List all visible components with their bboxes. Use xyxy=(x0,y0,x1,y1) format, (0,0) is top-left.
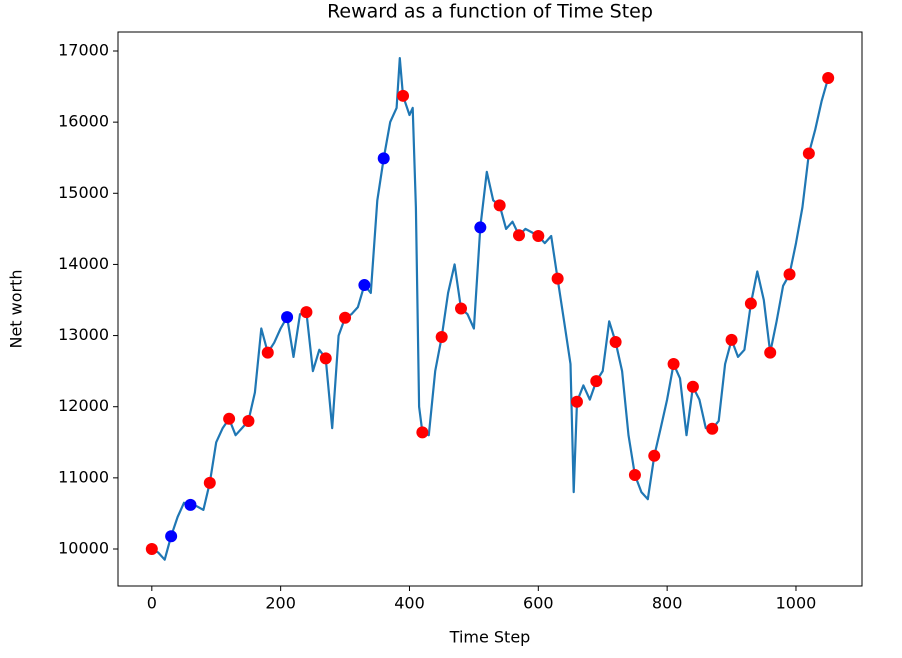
point xyxy=(667,358,680,371)
x-tick-label: 600 xyxy=(523,594,554,613)
point xyxy=(145,543,158,556)
point xyxy=(802,147,815,160)
point xyxy=(435,330,448,343)
point xyxy=(455,302,468,315)
point xyxy=(397,89,410,102)
point xyxy=(377,152,390,165)
point xyxy=(281,311,294,324)
x-tick-label: 200 xyxy=(265,594,296,613)
point xyxy=(358,279,371,292)
point xyxy=(512,229,525,242)
y-tick-label: 14000 xyxy=(58,254,109,273)
y-tick-label: 17000 xyxy=(58,40,109,59)
x-tick-label: 1000 xyxy=(776,594,817,613)
y-tick-label: 13000 xyxy=(58,325,109,344)
point xyxy=(339,311,352,324)
point xyxy=(416,426,429,439)
point xyxy=(474,221,487,234)
point xyxy=(300,306,313,319)
point xyxy=(551,272,564,285)
y-tick-label: 15000 xyxy=(58,183,109,202)
x-tick-label: 800 xyxy=(652,594,683,613)
y-tick-label: 16000 xyxy=(58,112,109,131)
y-axis-label: Net worth xyxy=(7,269,26,348)
y-tick-label: 10000 xyxy=(58,539,109,558)
chart-title: Reward as a function of Time Step xyxy=(327,1,653,23)
y-tick-label: 12000 xyxy=(58,396,109,415)
point xyxy=(165,530,178,543)
point xyxy=(570,395,583,408)
y-tick-label: 11000 xyxy=(58,467,109,486)
point xyxy=(493,199,506,212)
point xyxy=(261,346,274,359)
point xyxy=(783,268,796,281)
point xyxy=(706,422,719,435)
x-tick-label: 400 xyxy=(394,594,425,613)
point xyxy=(590,375,603,388)
plot-frame xyxy=(117,31,863,587)
point xyxy=(319,352,332,365)
point xyxy=(532,229,545,242)
x-tick-label: 0 xyxy=(147,594,157,613)
point xyxy=(686,380,699,393)
line xyxy=(151,57,830,561)
x-axis-label: Time Step xyxy=(449,628,531,647)
point xyxy=(184,498,197,511)
point xyxy=(725,333,738,346)
point xyxy=(609,335,622,348)
point xyxy=(242,414,255,427)
point xyxy=(628,469,641,482)
point xyxy=(744,297,757,310)
point xyxy=(203,476,216,489)
point xyxy=(223,412,236,425)
point xyxy=(764,346,777,359)
point xyxy=(648,449,661,462)
point xyxy=(822,72,835,85)
